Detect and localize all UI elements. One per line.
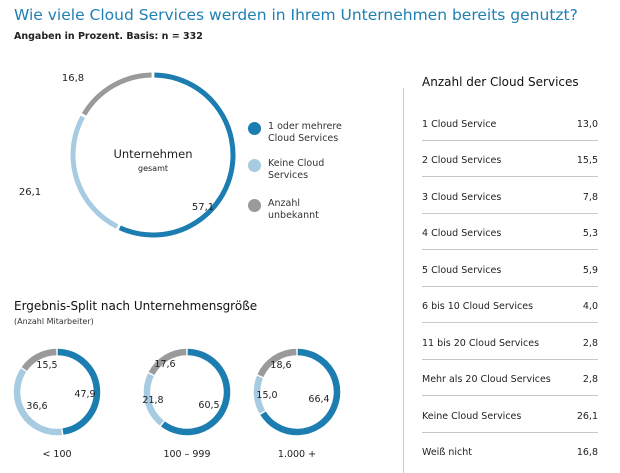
legend-swatch-0: [248, 122, 261, 135]
legend-label-line: 1 oder mehrere: [268, 121, 342, 132]
legend-label-1: Keine Cloud Services: [268, 158, 324, 182]
table-row-value: 5,9: [582, 264, 598, 276]
table-row-value: 26,1: [576, 410, 598, 422]
split-donut-0-value-label-2: 15,5: [36, 360, 57, 371]
split-donut-1-value-label-0: 60,5: [198, 400, 219, 411]
legend-swatch-2: [248, 199, 261, 212]
table-row: Mehr als 20 Cloud Services 2,8: [422, 359, 598, 396]
split-subtitle: (Anzahl Mitarbeiter): [14, 317, 94, 326]
legend-label-line: Anzahl: [268, 198, 300, 209]
split-donut-1-segment-1: [143, 373, 164, 426]
legend-label-line: Services: [268, 170, 309, 181]
legend-label-line: unbekannt: [268, 210, 319, 221]
main-donut-center-sublabel: gesamt: [138, 164, 168, 173]
split-donut-0-segment-2: [21, 348, 57, 371]
table-row-label: Keine Cloud Services: [422, 410, 522, 422]
legend-label-0: 1 oder mehrere Cloud Services: [268, 121, 342, 145]
table-row-label: 11 bis 20 Cloud Services: [422, 337, 540, 349]
split-donut-2-value-label-2: 18,6: [270, 360, 291, 371]
split-donut-0-label: < 100: [42, 449, 71, 460]
split-donut-2-label: 1.000 +: [278, 449, 316, 460]
legend-label-2: Anzahl unbekannt: [268, 198, 319, 222]
split-donut-2-segment-0: [260, 348, 341, 436]
legend-label-line: Keine Cloud: [268, 158, 325, 169]
chart-title: Wie viele Cloud Services werden in Ihrem…: [14, 6, 578, 24]
main-donut-value-label-2: 16,8: [62, 73, 84, 84]
main-donut-center-label: Unternehmen: [113, 147, 192, 161]
table-row: Keine Cloud Services 26,1: [422, 395, 598, 433]
table-row: 1 Cloud Service 13,0: [422, 103, 598, 141]
table-row-value: 4,0: [582, 301, 598, 312]
split-donut-2-value-label-0: 66,4: [308, 394, 329, 405]
table-row-value: 2,8: [582, 374, 598, 385]
split-title: Ergebnis-Split nach Unternehmensgröße: [14, 299, 258, 313]
legend-swatch-1: [248, 159, 261, 172]
split-donut-0-segment-0: [57, 348, 101, 435]
table-row-value: 5,3: [582, 228, 598, 239]
table-row: 2 Cloud Services 15,5: [422, 140, 598, 177]
split-donut-0-segment-1: [13, 368, 62, 436]
table-row: Weiß nicht 16,8: [422, 432, 598, 469]
column-divider: [403, 88, 404, 473]
table-row-label: 2 Cloud Services: [422, 155, 502, 166]
table-row-label: 4 Cloud Services: [422, 228, 502, 239]
table-row-value: 15,5: [576, 155, 598, 166]
table-title: Anzahl der Cloud Services: [422, 75, 579, 89]
split-donut-2-segment-2: [257, 348, 297, 378]
table-row-value: 7,8: [582, 191, 598, 203]
table-row: 4 Cloud Services 5,3: [422, 213, 598, 250]
main-donut-segment-0: [118, 72, 236, 238]
legend-label-line: Cloud Services: [268, 133, 339, 144]
table-row: 3 Cloud Services 7,8: [422, 176, 598, 214]
main-donut-value-label-0: 57,1: [192, 202, 214, 213]
split-donut-1-value-label-2: 17,6: [154, 359, 175, 370]
split-donut-1-value-label-1: 21,8: [142, 395, 163, 406]
split-donut-0-value-label-1: 36,6: [26, 401, 47, 412]
split-donut-1-segment-0: [160, 348, 231, 436]
split-donut-2-segment-1: [253, 375, 266, 414]
main-donut-segment-1: [70, 115, 119, 229]
table-row-label: 3 Cloud Services: [422, 191, 502, 203]
donut-charts: 57,1 26,1 16,8 Unternehmen gesamt 47,9 36,6 15,…: [13, 72, 341, 460]
table-row: 6 bis 10 Cloud Services 4,0: [422, 286, 598, 323]
table-row-label: Weiß nicht: [422, 447, 472, 458]
main-donut-value-label-1: 26,1: [19, 187, 41, 198]
table-row-value: 16,8: [576, 447, 598, 458]
split-donut-1-label: 100 – 999: [163, 449, 210, 460]
table-row-label: 5 Cloud Services: [422, 264, 502, 276]
table-row-label: 1 Cloud Service: [422, 118, 497, 130]
chart-subtitle: Angaben in Prozent. Basis: n = 332: [14, 31, 203, 42]
table-row: 11 bis 20 Cloud Services 2,8: [422, 322, 598, 360]
table-row-label: Mehr als 20 Cloud Services: [422, 374, 551, 385]
table-row: 5 Cloud Services 5,9: [422, 249, 598, 287]
split-donut-2-value-label-1: 15,0: [256, 390, 277, 401]
main-donut-segment-2: [81, 72, 152, 116]
table-row-value: 2,8: [582, 337, 598, 349]
table-row-value: 13,0: [576, 118, 598, 130]
table-row-label: 6 bis 10 Cloud Services: [422, 301, 534, 312]
split-donut-1-segment-2: [148, 348, 187, 376]
split-donut-0-value-label-0: 47,9: [74, 389, 95, 400]
